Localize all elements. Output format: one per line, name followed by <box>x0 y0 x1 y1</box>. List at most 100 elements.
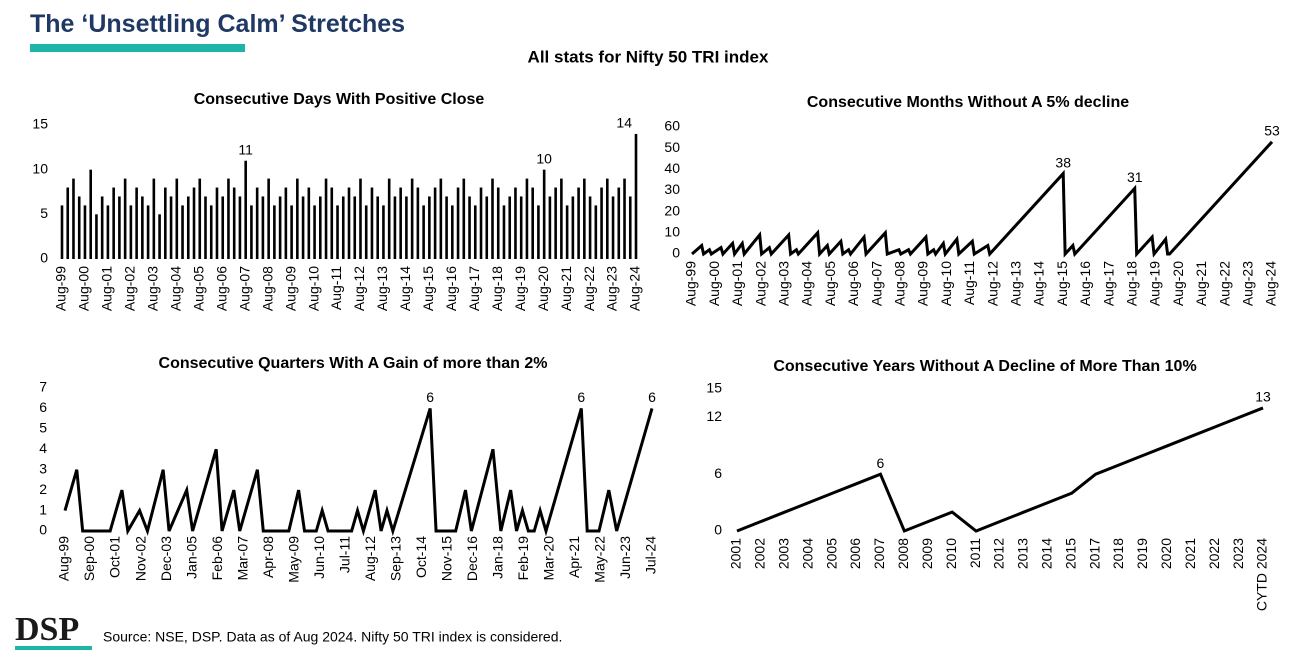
x-tick-label: Aug-17 <box>1100 261 1116 306</box>
data-label: 31 <box>1127 169 1143 185</box>
bar <box>382 205 385 259</box>
data-label: 6 <box>426 389 434 405</box>
bar <box>422 205 425 259</box>
line-series <box>63 407 654 537</box>
x-tick-label: Oct-14 <box>413 536 429 578</box>
bar <box>158 214 161 259</box>
x-tick-label: Mar-07 <box>234 536 250 581</box>
x-tick-label: Oct-01 <box>107 536 123 578</box>
chart-title: Consecutive Years Without A Decline of M… <box>773 358 1196 375</box>
x-tick-label: Dec-16 <box>464 536 480 581</box>
x-tick-label: 2017 <box>1086 538 1102 569</box>
bar <box>554 187 557 259</box>
y-tick-label: 0 <box>39 522 47 538</box>
x-tick-label: Aug-10 <box>305 266 321 311</box>
x-tick-label: 2008 <box>895 538 911 569</box>
y-tick-label: 0 <box>714 522 722 538</box>
x-tick-label: 2015 <box>1062 538 1078 569</box>
line-series <box>691 140 1274 258</box>
x-tick-label: Aug-22 <box>1216 261 1232 306</box>
x-tick-label: Nov-15 <box>439 536 455 581</box>
x-tick-label: Aug-17 <box>466 266 482 311</box>
x-tick-label: Aug-06 <box>845 261 861 306</box>
bar <box>307 187 311 259</box>
x-tick-label: Feb-19 <box>515 536 531 581</box>
x-tick-label: Aug-18 <box>489 266 505 311</box>
bar <box>169 196 173 259</box>
bar <box>468 196 471 259</box>
bar <box>537 205 540 259</box>
x-tick-label: CYTD 2024 <box>1254 538 1270 611</box>
x-tick-label: Jan-05 <box>183 536 199 579</box>
bar <box>123 178 127 259</box>
x-tick-label: Aug-07 <box>236 266 252 311</box>
bar <box>577 187 580 259</box>
x-tick-label: 2006 <box>847 538 863 569</box>
data-label: 14 <box>616 115 632 131</box>
y-tick-label: 15 <box>706 380 722 396</box>
x-tick-label: Aug-24 <box>1263 261 1279 306</box>
x-tick-label: Aug-15 <box>420 266 436 311</box>
x-tick-label: May-22 <box>592 536 608 583</box>
bar <box>565 205 569 259</box>
bar <box>341 196 345 259</box>
bar <box>209 205 213 259</box>
bar <box>439 178 443 259</box>
x-tick-label: Aug-08 <box>892 261 908 306</box>
bar <box>583 178 586 259</box>
data-label: 13 <box>1255 389 1271 405</box>
x-tick-label: Aug-08 <box>259 266 275 311</box>
x-tick-label: Aug-23 <box>604 266 620 311</box>
bar <box>336 205 339 259</box>
bar <box>548 196 552 259</box>
bar <box>634 133 638 259</box>
bar <box>479 187 483 259</box>
logo-underline <box>15 646 92 650</box>
bar <box>72 178 75 259</box>
bar <box>445 196 448 259</box>
bar <box>496 187 500 259</box>
y-tick-label: 5 <box>39 420 47 436</box>
bar <box>181 205 184 259</box>
bar <box>89 169 92 259</box>
bar <box>100 196 104 259</box>
x-tick-label: Apr-08 <box>260 536 276 578</box>
source-note: Source: NSE, DSP. Data as of Aug 2024. N… <box>103 629 562 645</box>
data-label: 11 <box>238 141 253 157</box>
bar <box>353 196 357 259</box>
bar <box>232 187 236 259</box>
x-tick-label: Aug-07 <box>868 261 884 306</box>
bar <box>95 214 98 259</box>
bar <box>525 178 529 259</box>
bar <box>175 178 179 259</box>
bar <box>192 187 196 259</box>
bar <box>261 196 265 259</box>
x-tick-label: 2005 <box>823 538 839 569</box>
data-label: 38 <box>1055 154 1071 170</box>
x-tick-label: Aug-13 <box>374 266 390 311</box>
page-subtitle: All stats for Nifty 50 TRI index <box>528 47 769 66</box>
x-tick-label: Feb-06 <box>209 536 225 581</box>
x-tick-label: Aug-05 <box>190 266 206 311</box>
bar <box>405 196 408 259</box>
bar <box>238 196 242 259</box>
x-tick-label: 2019 <box>1134 538 1150 569</box>
bar <box>428 196 431 259</box>
x-tick-label: Dec-03 <box>158 536 174 581</box>
x-tick-label: Aug-14 <box>397 266 413 311</box>
bar <box>623 178 626 259</box>
bar <box>393 196 397 259</box>
x-tick-label: Aug-12 <box>351 266 367 311</box>
y-tick-label: 2 <box>39 481 47 497</box>
bar <box>600 187 603 259</box>
bar <box>141 196 144 259</box>
bar <box>571 196 575 259</box>
x-tick-label: Aug-02 <box>122 266 138 311</box>
bar <box>628 196 632 259</box>
x-tick-label: Aug-19 <box>512 266 528 311</box>
bar <box>542 169 546 259</box>
x-tick-label: Sep-00 <box>81 536 97 581</box>
x-tick-label: Aug-99 <box>53 266 69 311</box>
data-label: 6 <box>648 389 656 405</box>
